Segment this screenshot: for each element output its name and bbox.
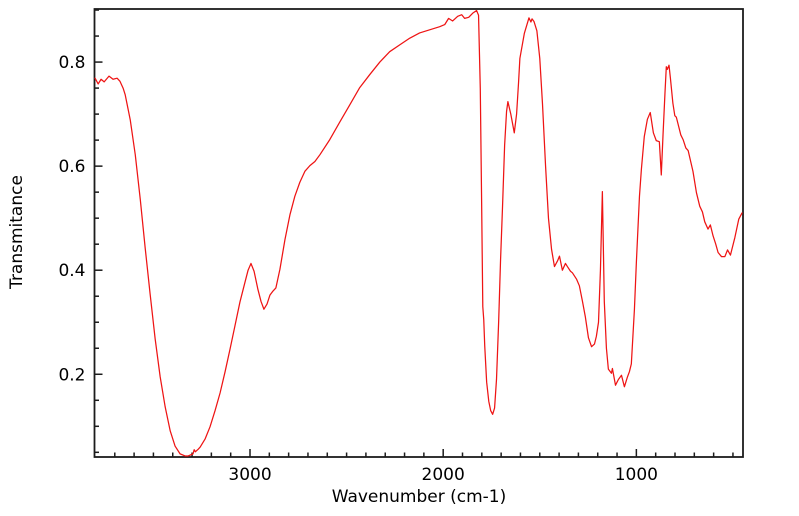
y-axis-label: Transmitance — [7, 175, 27, 289]
y-tick-label: 0.4 — [58, 261, 85, 281]
x-tick-label: 3000 — [228, 465, 271, 485]
spectrum-line — [94, 9, 743, 457]
y-tick-label: 0.2 — [58, 365, 85, 385]
y-tick-label: 0.6 — [58, 157, 85, 177]
x-tick-label: 1000 — [615, 465, 658, 485]
x-axis-label: Wavenumber (cm-1) — [331, 487, 507, 507]
y-tick-label: 0.8 — [58, 53, 85, 73]
plot-box-spines — [93, 8, 744, 458]
x-tick-label: 2000 — [422, 465, 465, 485]
